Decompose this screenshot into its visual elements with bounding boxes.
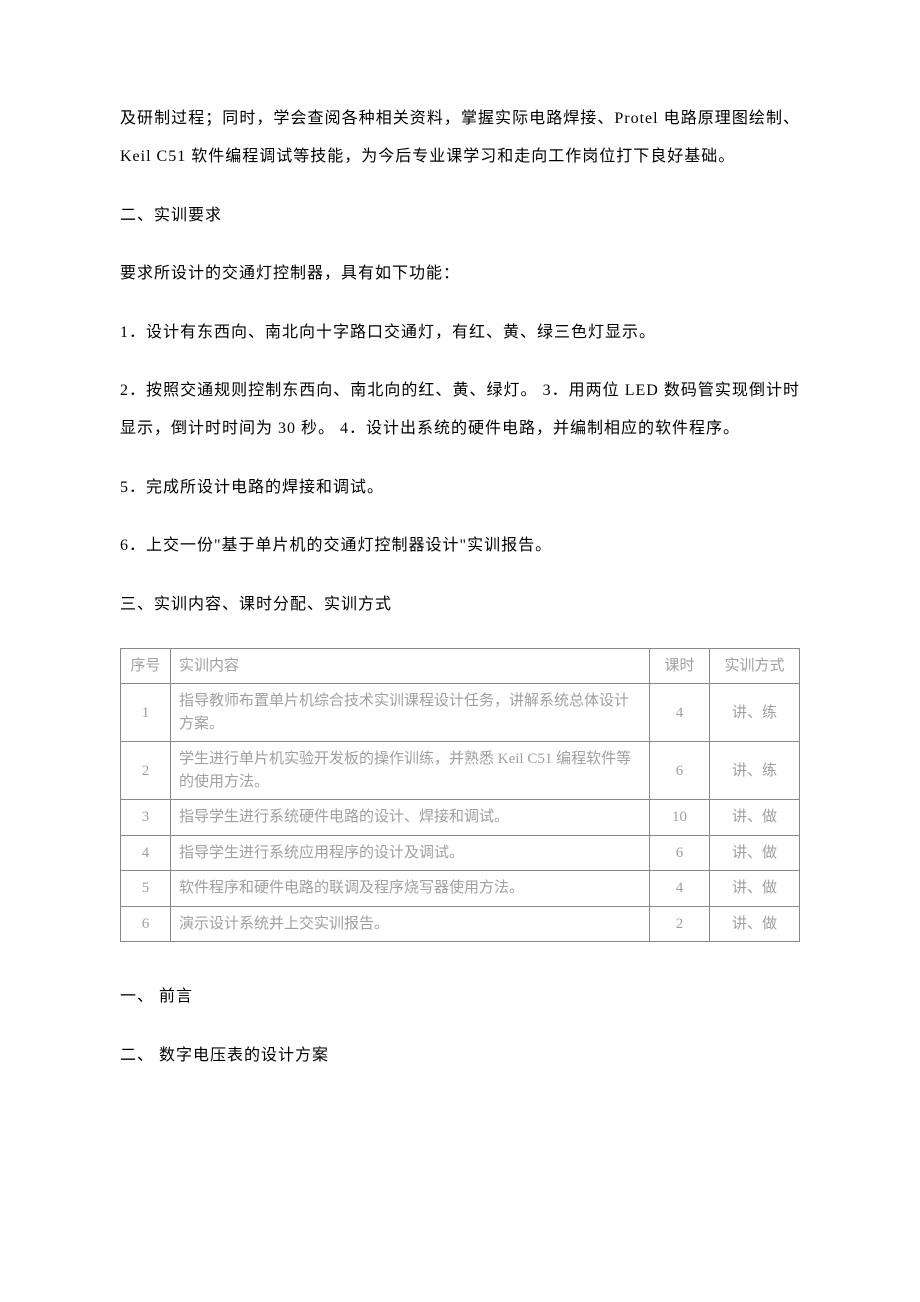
- cell-hours: 4: [650, 684, 710, 742]
- table-row: 5 软件程序和硬件电路的联调及程序烧写器使用方法。 4 讲、做: [121, 871, 800, 907]
- training-table: 序号 实训内容 课时 实训方式 1 指导教师布置单片机综合技术实训课程设计任务，…: [120, 648, 800, 943]
- cell-content: 指导学生进行系统硬件电路的设计、焊接和调试。: [171, 800, 650, 836]
- cell-seq: 3: [121, 800, 171, 836]
- cell-seq: 5: [121, 871, 171, 907]
- cell-mode: 讲、做: [710, 906, 800, 942]
- header-hours: 课时: [650, 648, 710, 684]
- paragraph-req-6: 6．上交一份"基于单片机的交通灯控制器设计"实训报告。: [120, 527, 800, 565]
- cell-hours: 10: [650, 800, 710, 836]
- cell-mode: 讲、练: [710, 684, 800, 742]
- paragraph-intro: 及研制过程；同时，学会查阅各种相关资料，掌握实际电路焊接、Protel 电路原理…: [120, 100, 800, 177]
- table-row: 6 演示设计系统并上交实训报告。 2 讲、做: [121, 906, 800, 942]
- cell-content: 指导教师布置单片机综合技术实训课程设计任务，讲解系统总体设计方案。: [171, 684, 650, 742]
- cell-seq: 2: [121, 742, 171, 800]
- section-design-plan: 二、 数字电压表的设计方案: [120, 1037, 800, 1075]
- paragraph-requirements-intro: 要求所设计的交通灯控制器，具有如下功能：: [120, 255, 800, 293]
- cell-mode: 讲、做: [710, 800, 800, 836]
- cell-seq: 1: [121, 684, 171, 742]
- cell-mode: 讲、练: [710, 742, 800, 800]
- table-row: 1 指导教师布置单片机综合技术实训课程设计任务，讲解系统总体设计方案。 4 讲、…: [121, 684, 800, 742]
- cell-mode: 讲、做: [710, 871, 800, 907]
- cell-hours: 4: [650, 871, 710, 907]
- header-seq: 序号: [121, 648, 171, 684]
- cell-content: 学生进行单片机实验开发板的操作训练，并熟悉 Keil C51 编程软件等的使用方…: [171, 742, 650, 800]
- section-title-content: 三、实训内容、课时分配、实训方式: [120, 586, 800, 624]
- header-content: 实训内容: [171, 648, 650, 684]
- paragraph-req-5: 5．完成所设计电路的焊接和调试。: [120, 469, 800, 507]
- paragraph-req-234: 2．按照交通规则控制东西向、南北向的红、黄、绿灯。 3．用两位 LED 数码管实…: [120, 372, 800, 449]
- cell-mode: 讲、做: [710, 835, 800, 871]
- section-title-requirements: 二、实训要求: [120, 197, 800, 235]
- training-table-container: 序号 实训内容 课时 实训方式 1 指导教师布置单片机综合技术实训课程设计任务，…: [120, 648, 800, 943]
- cell-hours: 6: [650, 835, 710, 871]
- cell-content: 指导学生进行系统应用程序的设计及调试。: [171, 835, 650, 871]
- cell-content: 软件程序和硬件电路的联调及程序烧写器使用方法。: [171, 871, 650, 907]
- cell-hours: 2: [650, 906, 710, 942]
- table-row: 3 指导学生进行系统硬件电路的设计、焊接和调试。 10 讲、做: [121, 800, 800, 836]
- table-header-row: 序号 实训内容 课时 实训方式: [121, 648, 800, 684]
- table-row: 2 学生进行单片机实验开发板的操作训练，并熟悉 Keil C51 编程软件等的使…: [121, 742, 800, 800]
- paragraph-req-1: 1．设计有东西向、南北向十字路口交通灯，有红、黄、绿三色灯显示。: [120, 314, 800, 352]
- table-row: 4 指导学生进行系统应用程序的设计及调试。 6 讲、做: [121, 835, 800, 871]
- section-preface: 一、 前言: [120, 978, 800, 1016]
- cell-hours: 6: [650, 742, 710, 800]
- cell-content: 演示设计系统并上交实训报告。: [171, 906, 650, 942]
- cell-seq: 6: [121, 906, 171, 942]
- header-mode: 实训方式: [710, 648, 800, 684]
- cell-seq: 4: [121, 835, 171, 871]
